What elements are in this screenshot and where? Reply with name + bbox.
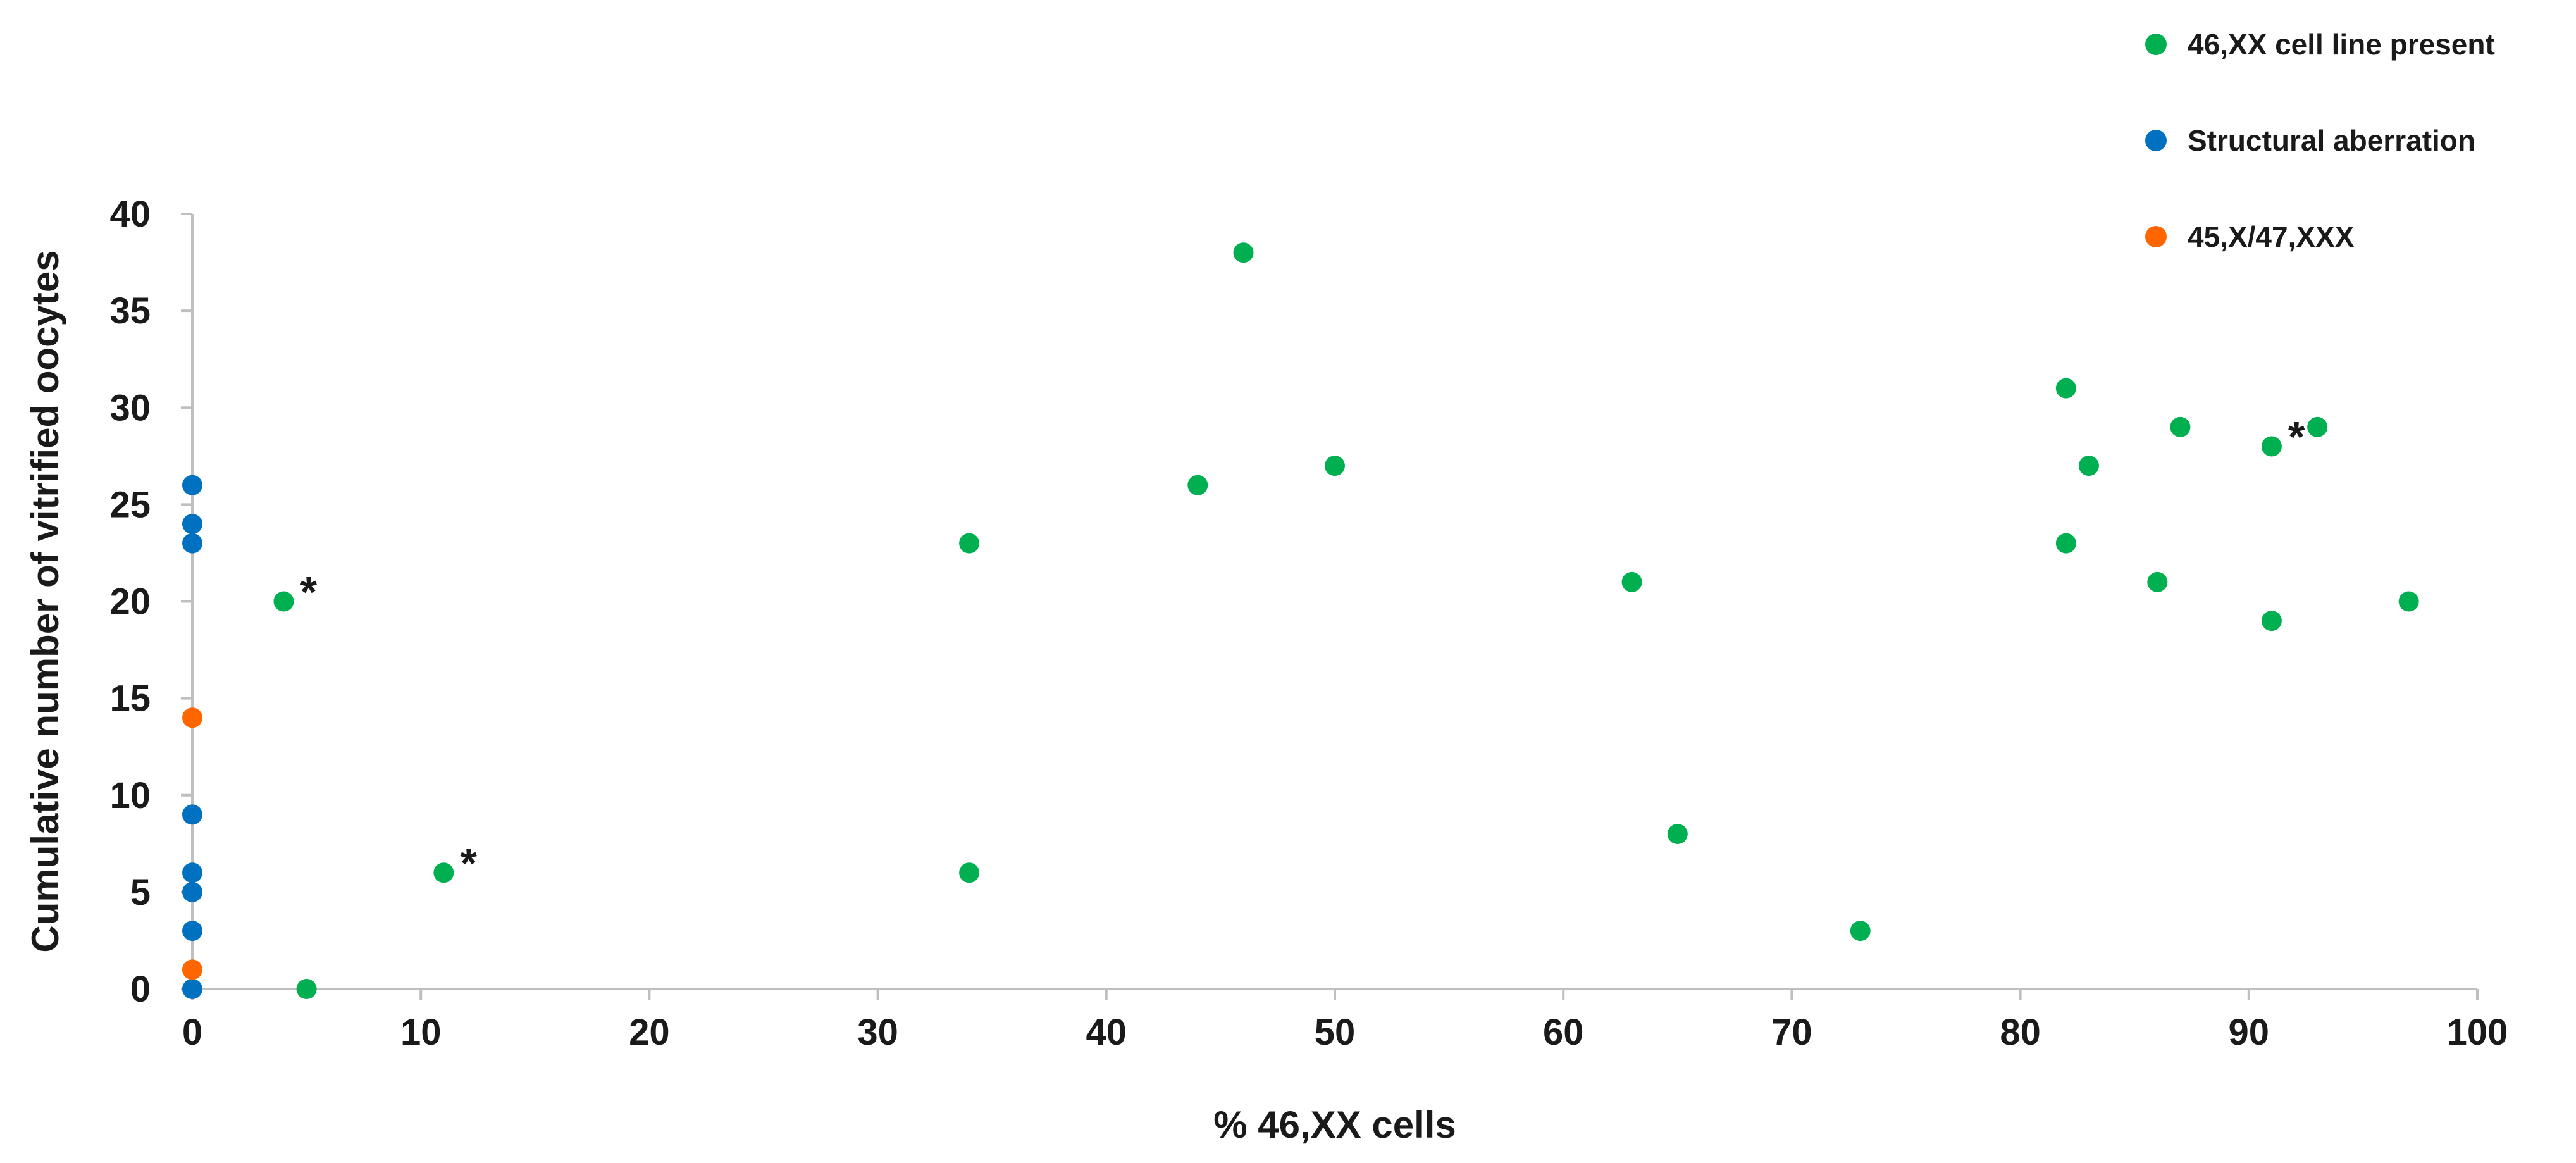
y-tick-label: 35 <box>109 290 151 332</box>
legend-label: 46,XX cell line present <box>2188 28 2495 61</box>
data-point <box>182 979 202 999</box>
data-point <box>182 533 202 554</box>
data-point <box>296 979 317 999</box>
asterisk-annotation: * <box>460 839 477 887</box>
data-point <box>182 804 202 825</box>
data-point <box>2055 533 2076 554</box>
data-point <box>1187 475 1208 495</box>
data-point <box>2147 571 2168 592</box>
annotations: * * * <box>300 413 2305 888</box>
x-tick-label: 30 <box>857 1012 898 1053</box>
x-axis-title: % 46,XX cells <box>1213 1104 1456 1146</box>
x-tick-label: 40 <box>1086 1012 1127 1053</box>
x-tick-label: 20 <box>629 1012 670 1053</box>
x-tick-label: 100 <box>2447 1012 2508 1053</box>
data-point <box>182 881 202 902</box>
x-tick-label: 90 <box>2229 1012 2270 1053</box>
data-point <box>959 862 980 883</box>
data-point <box>2307 416 2328 437</box>
data-point <box>2398 591 2419 612</box>
y-tick-label: 25 <box>109 484 151 525</box>
data-point <box>1325 456 1345 476</box>
y-tick-label: 0 <box>130 969 151 1010</box>
x-tick-label: 50 <box>1315 1012 1356 1053</box>
axes: 0 10 20 30 40 50 60 70 80 90 100 0 5 10 15 20 25 30 35 40 <box>109 194 2508 1053</box>
legend-label: Structural aberration <box>2188 124 2475 157</box>
legend-marker <box>2145 34 2167 55</box>
legend-label: 45,X/47,XXX <box>2188 220 2355 253</box>
data-point <box>2170 416 2191 437</box>
data-point <box>2055 378 2076 399</box>
data-point <box>2261 436 2282 457</box>
legend-marker <box>2145 226 2167 247</box>
x-tick-label: 10 <box>400 1012 442 1053</box>
legend-marker <box>2145 130 2167 151</box>
data-point <box>182 707 202 728</box>
y-tick-label: 30 <box>109 387 151 428</box>
y-tick-label: 40 <box>109 194 151 235</box>
data-point <box>182 514 202 534</box>
data-point <box>2078 456 2099 476</box>
data-point <box>1667 824 1688 844</box>
data-point <box>959 533 980 554</box>
data-point <box>1233 242 1254 263</box>
legend-item: 45,X/47,XXX <box>2145 220 2355 253</box>
x-tick-label: 80 <box>2000 1012 2041 1053</box>
y-tick-label: 15 <box>109 678 151 719</box>
y-tick-label: 20 <box>109 582 151 623</box>
data-point <box>182 475 202 495</box>
x-tick-label: 0 <box>182 1012 202 1053</box>
x-tick-label: 70 <box>1771 1012 1812 1053</box>
asterisk-annotation: * <box>2288 413 2305 461</box>
y-tick-label: 5 <box>130 872 151 913</box>
y-axis-title: Cumulative number of vitrified oocytes <box>24 250 66 952</box>
y-tick-label: 10 <box>109 775 151 816</box>
data-point <box>1850 921 1871 942</box>
x-tick-label: 60 <box>1543 1012 1584 1053</box>
legend-item: 46,XX cell line present <box>2145 28 2495 61</box>
data-point <box>1621 571 1642 592</box>
data-point <box>182 921 202 942</box>
asterisk-annotation: * <box>300 568 317 616</box>
legend: 46,XX cell line present Structural aberra… <box>2145 28 2495 253</box>
data-point <box>273 591 294 612</box>
data-point <box>182 959 202 980</box>
data-point <box>433 862 454 883</box>
legend-item: Structural aberration <box>2145 124 2475 157</box>
data-point <box>182 862 202 883</box>
data-point <box>2261 611 2282 631</box>
data-points <box>182 242 2419 999</box>
